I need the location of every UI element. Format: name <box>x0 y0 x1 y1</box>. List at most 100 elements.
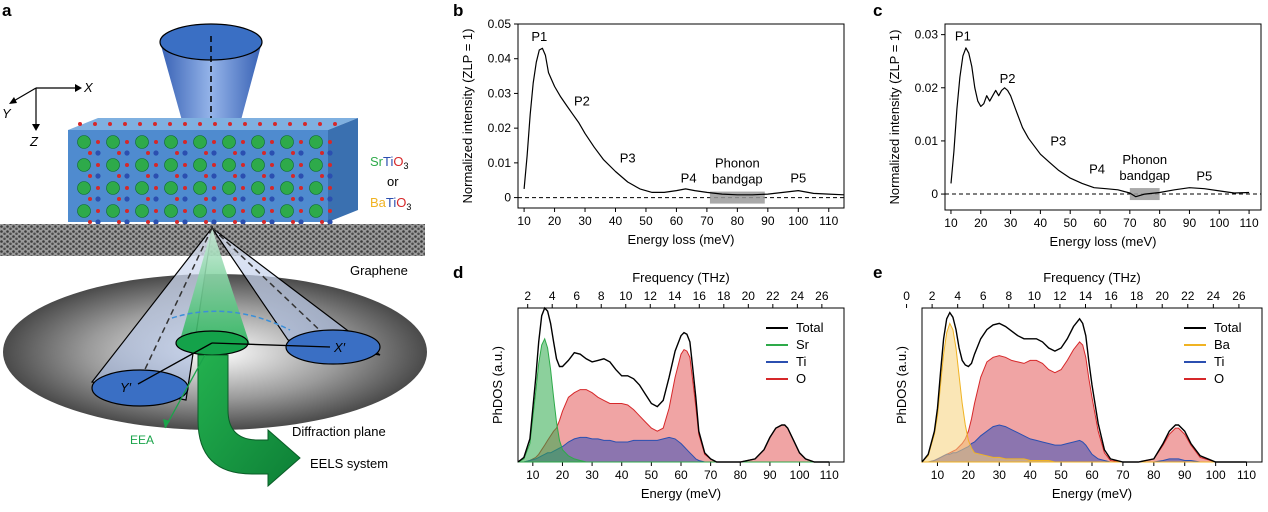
peak-label: P1 <box>531 29 547 44</box>
ti-atom <box>182 196 188 202</box>
legend-label-ba: Ba <box>1214 337 1231 352</box>
o-atom <box>213 122 217 126</box>
o-atom <box>303 122 307 126</box>
formula-batio3: BaTiO3 <box>370 195 411 212</box>
y-tick-label: 0.04 <box>488 52 512 66</box>
y-prime-label: Y′ <box>120 380 132 395</box>
top-tick-label: 24 <box>791 289 805 303</box>
panel-letter-e: e <box>873 263 882 282</box>
x-tick-label: 70 <box>704 468 718 482</box>
x-tick-label: 40 <box>1034 216 1048 230</box>
or-label: or <box>387 174 399 189</box>
sr-atom <box>251 204 265 218</box>
x-tick-label: 60 <box>1085 468 1099 482</box>
o-atom <box>125 163 129 167</box>
eea-cone <box>180 228 250 345</box>
legend-label-total: Total <box>796 320 824 335</box>
panel-letter-b: b <box>453 1 463 20</box>
o-atom <box>233 220 237 224</box>
o-atom <box>233 174 237 178</box>
o-atom <box>241 140 245 144</box>
top-axis-label: Frequency (THz) <box>632 270 730 285</box>
x-tick-label: 90 <box>1183 216 1197 230</box>
ti-atom <box>269 219 275 225</box>
o-atom <box>299 163 303 167</box>
x-tick-label: 60 <box>674 468 688 482</box>
top-tick-label: 24 <box>1207 289 1221 303</box>
ti-atom <box>211 173 217 179</box>
y-tick-label: 0.05 <box>488 17 512 31</box>
o-atom <box>96 140 100 144</box>
o-atom <box>204 197 208 201</box>
y-tick-label: 0.03 <box>915 28 939 42</box>
top-tick-label: 10 <box>619 289 633 303</box>
o-atom <box>328 140 332 144</box>
sr-atom <box>106 135 120 149</box>
o-atom <box>212 209 216 213</box>
area-ba <box>920 322 1247 463</box>
legend-label-o: O <box>796 371 806 386</box>
panel-letter-d: d <box>453 263 463 282</box>
ti-atom <box>269 173 275 179</box>
top-tick-label: 10 <box>1028 289 1042 303</box>
x-tick-label: 50 <box>1054 468 1068 482</box>
x-tick-label: 100 <box>1209 216 1229 230</box>
sr-atom <box>164 181 178 195</box>
x-tick-label: 20 <box>962 468 976 482</box>
sr-atom <box>77 204 91 218</box>
ti-atom <box>211 150 217 156</box>
o-atom <box>328 163 332 167</box>
x-tick-label: 20 <box>974 216 988 230</box>
diffraction-plane-label: Diffraction plane <box>292 424 386 439</box>
ti-atom <box>327 173 333 179</box>
x-tick-label: 20 <box>556 468 570 482</box>
eels-system-label: EELS system <box>310 456 388 471</box>
ti-atom <box>327 150 333 156</box>
spectrum-line <box>523 47 845 196</box>
sr-atom <box>164 135 178 149</box>
peak-label: P2 <box>574 93 590 108</box>
y-axis-label: PhDOS (a.u.) <box>490 346 505 424</box>
x-tick-label: 40 <box>615 468 629 482</box>
ti-atom <box>153 150 159 156</box>
o-atom <box>154 209 158 213</box>
o-atom <box>262 197 266 201</box>
top-tick-label: 8 <box>1005 289 1012 303</box>
sr-atom <box>222 181 236 195</box>
o-atom <box>228 122 232 126</box>
x-axis-label: Energy loss (meV) <box>1050 234 1157 249</box>
x-tick-label: 80 <box>734 468 748 482</box>
sr-atom <box>106 158 120 172</box>
sr-atom <box>106 204 120 218</box>
y-tick-label: 0.02 <box>488 121 512 135</box>
top-tick-label: 14 <box>668 289 682 303</box>
x-tick-label: 100 <box>790 468 810 482</box>
o-atom <box>291 220 295 224</box>
top-axis-label: Frequency (THz) <box>1043 270 1141 285</box>
peak-label: P3 <box>1050 133 1066 148</box>
o-atom <box>288 122 292 126</box>
sr-atom <box>193 135 207 149</box>
sr-atom <box>251 158 265 172</box>
o-atom <box>328 186 332 190</box>
top-tick-label: 16 <box>1104 289 1118 303</box>
ti-atom <box>95 196 101 202</box>
o-atom <box>93 122 97 126</box>
o-atom <box>233 151 237 155</box>
legend-label-o: O <box>1214 371 1224 386</box>
x-prime-label: X′ <box>333 340 346 355</box>
top-tick-label: 4 <box>549 289 556 303</box>
o-atom <box>117 151 121 155</box>
o-atom <box>333 122 337 126</box>
panel-letter-a: a <box>2 1 12 20</box>
x-tick-label: 90 <box>761 214 775 228</box>
o-atom <box>117 220 121 224</box>
y-tick-label: 0 <box>931 187 938 201</box>
axis-z-label: Z <box>29 134 39 149</box>
bandgap-label-line2: bandgap <box>1119 168 1170 183</box>
sr-atom <box>135 158 149 172</box>
graphene-label: Graphene <box>350 263 408 278</box>
y-tick-label: 0 <box>504 191 511 205</box>
o-atom <box>212 163 216 167</box>
